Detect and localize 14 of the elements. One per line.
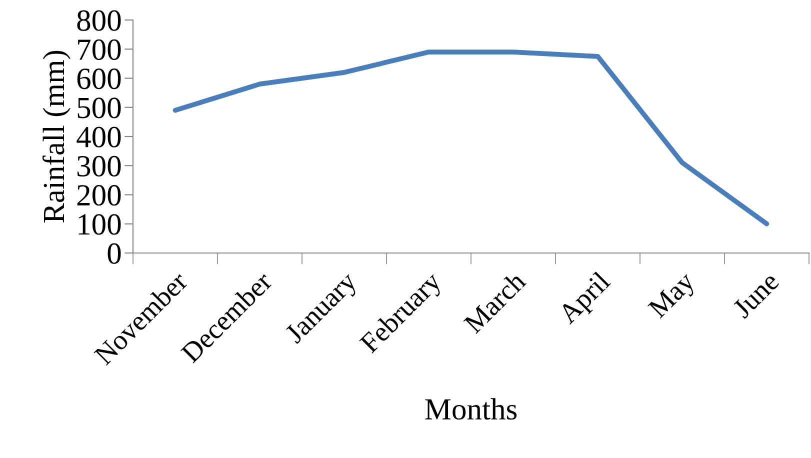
y-tick-label: 0	[108, 243, 121, 264]
y-axis-title: Rainfall (mm)	[42, 50, 70, 223]
line-series	[172, 50, 770, 226]
y-tick-label: 200	[77, 185, 121, 206]
x-axis-title: Months	[425, 398, 517, 420]
y-tick-label: 400	[76, 126, 121, 148]
y-tick-label: 600	[77, 68, 121, 90]
x-tick-label: June	[732, 271, 780, 320]
y-tick-label: 700	[78, 39, 121, 60]
y-tick-label: 100	[78, 214, 121, 235]
y-tick-label: 500	[78, 98, 121, 118]
x-tick-label: May	[648, 270, 700, 323]
y-tick-label: 800	[77, 10, 121, 31]
y-tick-label: 300	[78, 156, 121, 177]
